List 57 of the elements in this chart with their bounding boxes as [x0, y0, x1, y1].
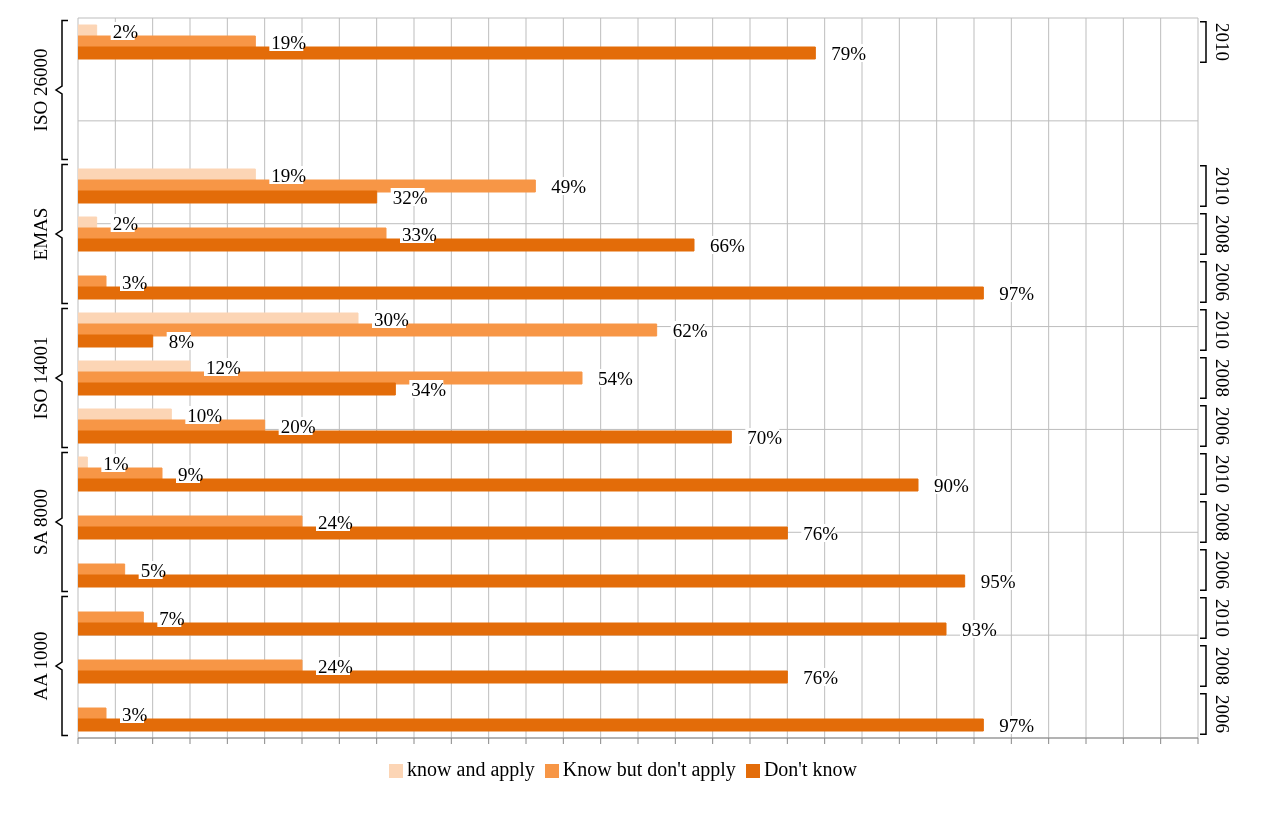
- text: ISO 26000: [29, 48, 51, 132]
- y-tick-label: 2010: [1211, 167, 1233, 205]
- y-tick-label: 2010: [1211, 455, 1233, 493]
- data-label: 90%: [934, 474, 969, 496]
- data-label: 10%: [187, 404, 223, 426]
- bar: [78, 190, 378, 204]
- data-label: 9%: [178, 463, 204, 485]
- data-label: 70%: [747, 426, 783, 448]
- text: ISO 14001: [29, 336, 51, 420]
- data-label: 79%: [831, 42, 867, 64]
- text: AA 1000: [29, 631, 51, 701]
- y-tick-label: 2008: [1211, 215, 1233, 253]
- data-label: 2%: [112, 212, 139, 234]
- data-label: 54%: [598, 367, 633, 389]
- text: SA 8000: [29, 489, 51, 555]
- y-tick-label: 2006: [1211, 695, 1233, 733]
- data-label: 76%: [803, 666, 839, 688]
- y-tick-label: 2006: [1211, 263, 1233, 301]
- data-label: 3%: [122, 703, 148, 725]
- bar: [78, 382, 396, 396]
- data-label: 3%: [122, 271, 148, 293]
- data-label: 8%: [168, 330, 195, 352]
- y-tick-label: 2006: [1211, 407, 1233, 445]
- data-label: 20%: [280, 415, 316, 437]
- data-label: 7%: [159, 607, 185, 629]
- data-label: 95%: [980, 570, 1016, 592]
- y-tick-label: 2008: [1211, 359, 1233, 397]
- y-tick-label: 2010: [1211, 599, 1233, 637]
- data-label: 5%: [140, 559, 167, 581]
- data-label: 93%: [962, 618, 997, 640]
- legend-label: Know but don't apply: [562, 758, 736, 780]
- data-label: 30%: [374, 308, 409, 330]
- data-label: 66%: [710, 234, 745, 256]
- y-tick-label: 2008: [1211, 503, 1233, 541]
- legend-label: Don't know: [763, 758, 857, 780]
- data-label: 12%: [206, 356, 241, 378]
- data-label: 19%: [271, 164, 307, 186]
- data-label: 24%: [318, 655, 353, 677]
- data-label: 76%: [803, 522, 839, 544]
- data-label: 19%: [271, 31, 307, 53]
- data-label: 1%: [103, 452, 129, 474]
- text: EMAS: [29, 207, 51, 261]
- data-label: 34%: [411, 378, 447, 400]
- data-label: 97%: [999, 282, 1035, 304]
- y-tick-label: 2010: [1211, 23, 1233, 61]
- data-label: 97%: [999, 714, 1035, 736]
- data-label: 62%: [672, 319, 708, 341]
- bar: [78, 334, 154, 348]
- data-label: 2%: [112, 20, 139, 42]
- data-label: 24%: [318, 511, 353, 533]
- legend-label: know and apply: [407, 758, 535, 780]
- y-tick-label: 2006: [1211, 551, 1233, 589]
- data-label: 49%: [551, 175, 587, 197]
- y-tick-label: 2008: [1211, 647, 1233, 685]
- data-label: 33%: [402, 223, 437, 245]
- y-tick-label: 2010: [1211, 311, 1233, 349]
- data-label: 32%: [392, 186, 428, 208]
